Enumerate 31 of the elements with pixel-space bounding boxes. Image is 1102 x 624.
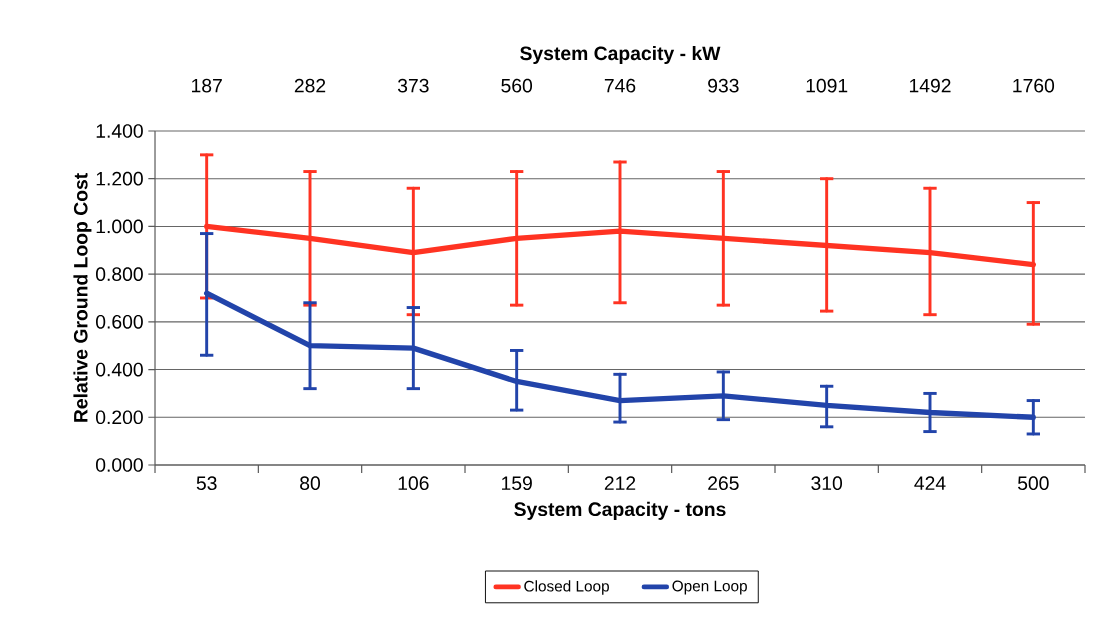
x-tick-label: 53 (196, 476, 217, 491)
text: 746 (604, 78, 636, 93)
text: 933 (708, 78, 739, 93)
text: 1091 (806, 78, 848, 93)
x-tick-label: 310 (811, 476, 843, 491)
y-tick-label: 0.800 (96, 267, 143, 281)
x-tick-label: 265 (708, 476, 739, 491)
x-axis-title: System Capacity - tons (514, 501, 726, 520)
x-tick-label: 80 (300, 476, 320, 491)
y-tick-label: 0.400 (96, 362, 143, 377)
y-tick-label: 0.600 (96, 314, 143, 329)
x-tick-label: 106 (398, 476, 429, 491)
y-tick-label: 1.200 (96, 171, 143, 186)
x2-axis-title: System Capacity - kW (520, 45, 721, 65)
text: 1492 (909, 78, 951, 93)
text: 1760 (1013, 78, 1055, 93)
x-tick-label: 424 (914, 476, 946, 490)
y-axis-title: Relative Ground Loop Cost (73, 173, 92, 422)
text: 282 (294, 78, 326, 93)
y-tick-label: 1.400 (96, 124, 143, 138)
text: 560 (501, 78, 533, 93)
y-tick-label: 0.200 (96, 410, 143, 425)
text: 187 (192, 78, 222, 93)
x-tick-label: 159 (502, 476, 532, 491)
legend-label: Open Loop (672, 580, 747, 595)
legend-label: Closed Loop (524, 580, 609, 595)
y-tick-label: 1.000 (96, 219, 143, 234)
text: 373 (397, 78, 429, 93)
x-tick-label: 212 (604, 476, 636, 490)
y-tick-label: 0.000 (96, 458, 143, 472)
x-tick-label: 500 (1017, 476, 1049, 491)
